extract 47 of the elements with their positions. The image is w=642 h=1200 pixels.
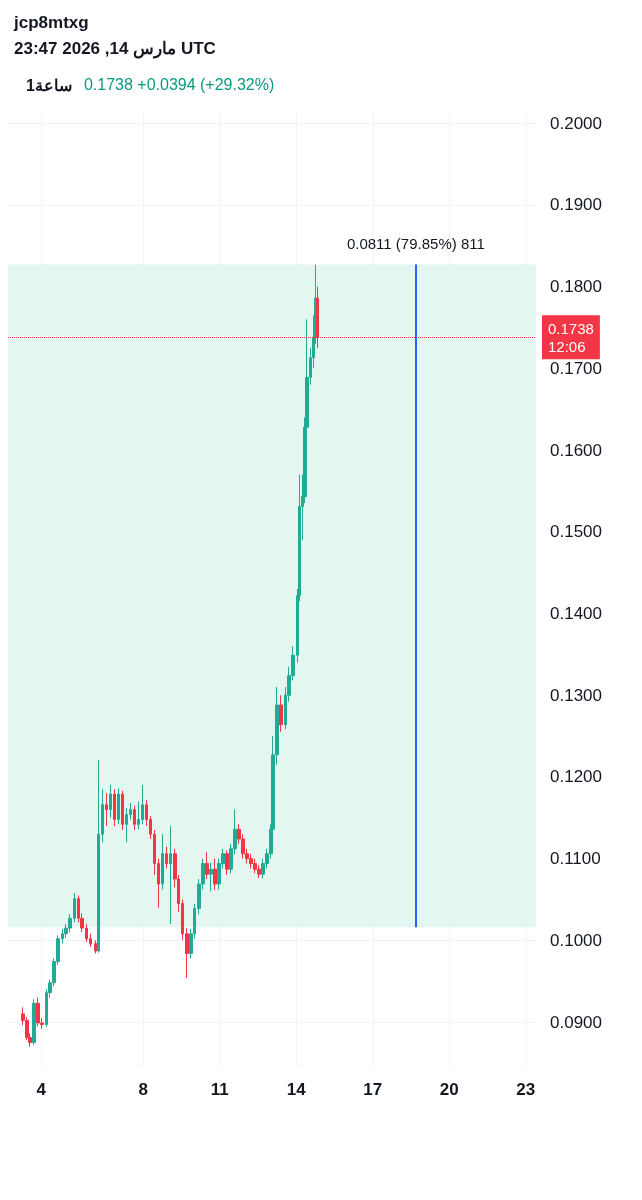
x-tick-label: 11 [210, 1080, 229, 1099]
candlestick [161, 833, 164, 891]
text: مارس 14, 2026 23:47 UTC [14, 38, 217, 61]
ref-line-label: 0.1738 12:06 [548, 319, 594, 355]
y-tick-label: 0.1200 [550, 767, 602, 787]
y-tick-label: 0.0900 [550, 1012, 602, 1032]
candlestick [121, 790, 124, 831]
x-tick-label: 17 [363, 1080, 383, 1099]
candlestick [109, 784, 112, 819]
candlestick [105, 792, 108, 827]
y-tick-label: 0.1100 [550, 849, 601, 869]
text: jcp8mtxg [14, 12, 90, 34]
candlestick [117, 787, 120, 825]
candlestick [133, 805, 136, 831]
y-tick-label: 0.1700 [550, 358, 602, 378]
candlestick [165, 845, 168, 869]
candlestick [205, 851, 209, 880]
y-tick-label: 0.1000 [550, 930, 602, 950]
y-tick-label: 0.1500 [550, 522, 602, 542]
candlestick [113, 788, 116, 827]
candlestick [169, 825, 172, 925]
candlestick [279, 694, 283, 733]
candlestick [97, 759, 100, 954]
y-tick-label: 0.1800 [550, 277, 602, 297]
candlestick [32, 998, 36, 1046]
candlestick [94, 939, 97, 954]
y-tick-label: 0.1300 [550, 685, 602, 705]
chart-subtitle: 0.1738 +0.0394 (+29.32%) [83, 76, 275, 95]
x-tick-label: 20 [439, 1080, 459, 1099]
x-tick-label: 23 [516, 1080, 536, 1099]
candlestick [225, 849, 229, 876]
chart-title: 1ساعة [26, 76, 72, 95]
y-tick-label: 0.2000 [550, 113, 602, 133]
y-tick-label: 0.1400 [550, 604, 602, 624]
candlestick [125, 807, 128, 843]
x-tick-label: 8 [138, 1080, 148, 1099]
candlestick [209, 862, 213, 892]
candlestick [249, 853, 253, 869]
candlestick [213, 858, 217, 891]
x-tick-label: 14 [286, 1080, 307, 1099]
candlestick [141, 784, 144, 825]
y-tick-label: 0.1900 [550, 195, 602, 215]
candlestick [253, 858, 257, 874]
annotation: 0.0811 (79.85%) 811 [346, 234, 485, 252]
x-tick-label: 4 [36, 1080, 47, 1099]
y-tick-label: 0.1600 [550, 440, 602, 460]
candlestick [36, 997, 40, 1027]
